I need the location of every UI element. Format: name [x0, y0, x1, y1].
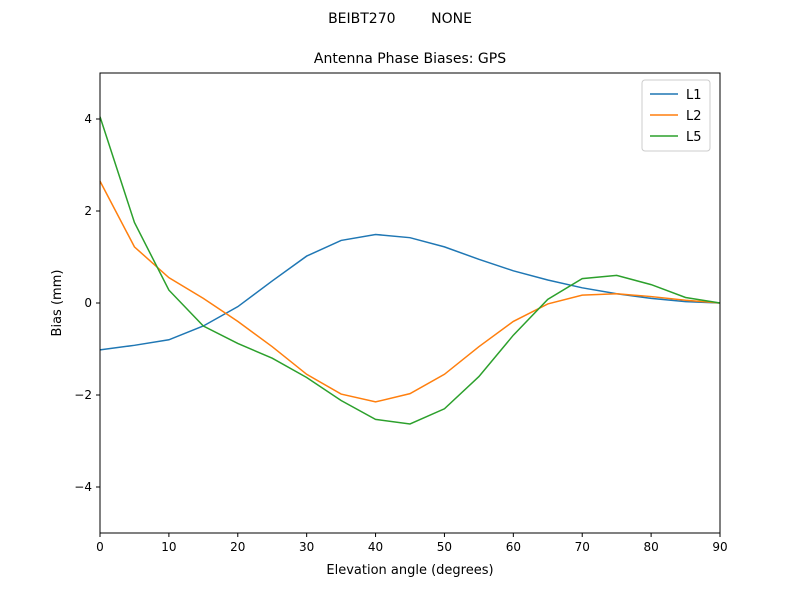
chart-title: Antenna Phase Biases: GPS: [314, 51, 506, 67]
plot-frame: [99, 72, 721, 534]
y-tick-label: −4: [74, 480, 92, 494]
x-tick-label: 20: [230, 540, 245, 554]
x-tick-label: 60: [506, 540, 521, 554]
x-tick-label: 90: [712, 540, 727, 554]
line-series: [99, 180, 721, 403]
x-axis-label: Elevation angle (degrees): [326, 563, 493, 578]
x-tick-label: 70: [575, 540, 590, 554]
x-tick-label: 0: [96, 540, 104, 554]
y-tick-label: 4: [84, 112, 92, 126]
x-tick-label: 10: [161, 540, 176, 554]
legend-label: L2: [686, 109, 702, 124]
x-tick-label: 30: [299, 540, 314, 554]
suptitle: BEIBT270 NONE: [328, 11, 472, 27]
y-tick-label: 0: [84, 296, 92, 310]
legend-label: L1: [686, 88, 702, 103]
x-tick-label: 80: [643, 540, 658, 554]
line-series: [99, 116, 721, 425]
x-tick-label: 40: [368, 540, 383, 554]
legend-label: L5: [686, 130, 702, 145]
x-tick-label: 50: [437, 540, 452, 554]
y-tick-label: 2: [84, 204, 92, 218]
y-tick-label: −2: [74, 388, 92, 402]
y-axis-label: Bias (mm): [50, 270, 65, 337]
